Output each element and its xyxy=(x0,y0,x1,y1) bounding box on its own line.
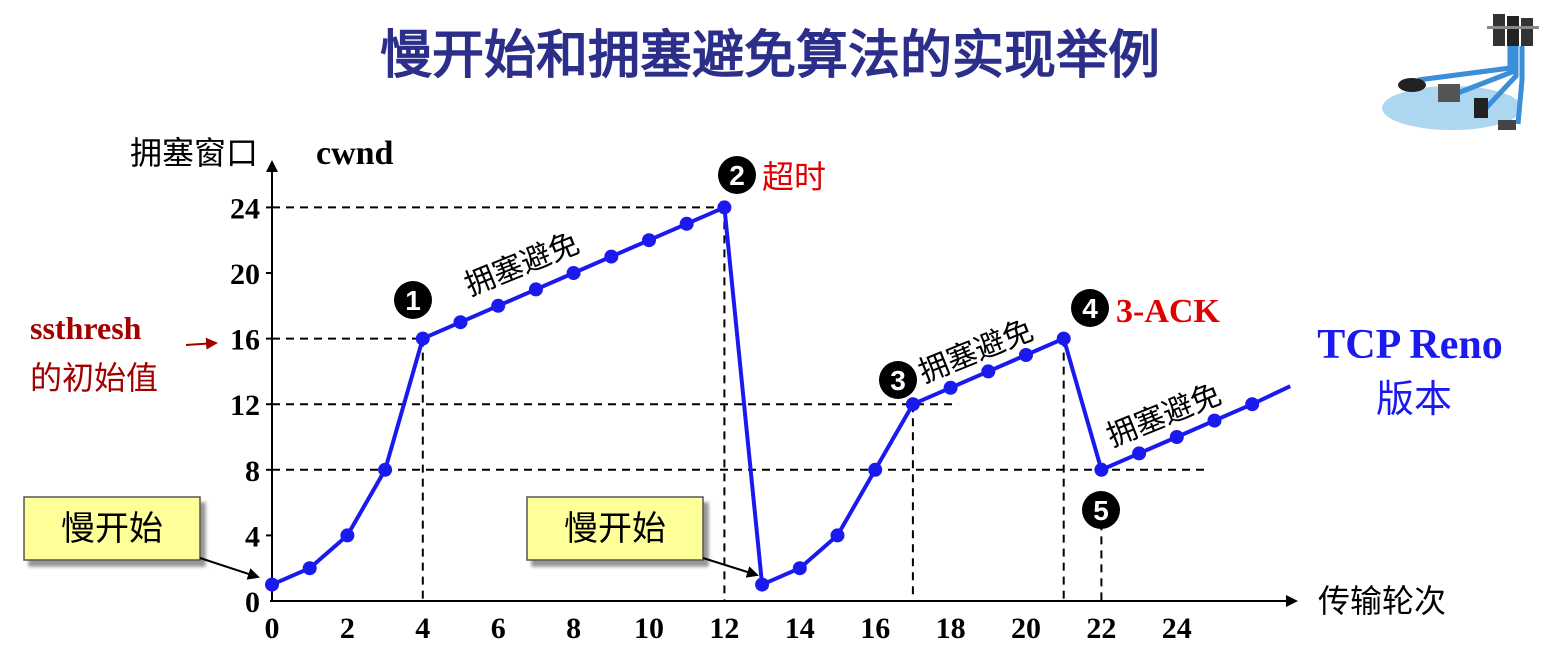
event-marker-5 xyxy=(1082,491,1120,529)
event-marker-3 xyxy=(879,361,917,399)
ssthresh-arrow xyxy=(185,337,218,350)
data-point xyxy=(415,331,430,346)
phase-label-congestion-avoidance-1: 拥塞避免 xyxy=(460,226,584,303)
x-tick-label: 0 xyxy=(265,612,280,645)
x-tick-label: 20 xyxy=(1011,612,1041,645)
y-tick-label: 20 xyxy=(230,258,260,291)
series-line xyxy=(271,205,1292,587)
data-point xyxy=(453,315,468,330)
data-point xyxy=(1056,331,1071,346)
y-tick-label: 0 xyxy=(245,586,260,619)
data-point xyxy=(830,528,845,543)
x-tick-label: 2 xyxy=(340,612,355,645)
event-marker-number: 4 xyxy=(1082,293,1098,324)
data-point xyxy=(1132,446,1147,461)
event-marker-number: 2 xyxy=(729,160,745,191)
data-point xyxy=(1207,413,1222,428)
data-point xyxy=(717,200,732,215)
event-marker-number: 1 xyxy=(405,285,421,316)
event-marker-2 xyxy=(718,156,756,194)
y-tick-label: 24 xyxy=(230,192,260,225)
y-tick-label: 4 xyxy=(245,520,260,553)
x-tick-label: 12 xyxy=(709,612,739,645)
data-point xyxy=(642,233,656,248)
x-tick-label: 4 xyxy=(415,612,430,645)
data-point xyxy=(491,298,506,313)
data-point xyxy=(792,561,807,576)
event-marker-number: 3 xyxy=(890,365,906,396)
y-tick-label: 8 xyxy=(245,455,260,488)
reno-version-label: 版本 xyxy=(1376,377,1452,421)
x-tick-label: 14 xyxy=(785,612,815,645)
slow-start-pointer-2 xyxy=(702,557,759,578)
x-ticks: 0 2 4 6 8 10 12 14 16 18 20 22 24 xyxy=(265,612,1192,645)
data-point xyxy=(340,528,355,543)
x-tick-label: 22 xyxy=(1086,612,1116,645)
slow-start-box-1: 慢开始 xyxy=(23,496,201,561)
page-title: 慢开始和拥塞避免算法的实现举例 xyxy=(380,26,1160,86)
data-point xyxy=(604,249,619,264)
y-tick-label: 12 xyxy=(230,389,260,422)
event-marker-1 xyxy=(394,281,432,319)
y-ticks: 0 4 8 12 16 20 24 xyxy=(230,192,272,619)
data-point xyxy=(679,216,694,231)
data-point xyxy=(943,380,958,395)
x-tick-label: 24 xyxy=(1162,612,1192,645)
reno-label: TCP Reno xyxy=(1317,322,1503,368)
slow-start-box-2: 慢开始 xyxy=(526,496,704,561)
data-point xyxy=(566,266,581,280)
data-point xyxy=(868,462,883,477)
x-tick-label: 8 xyxy=(566,612,581,645)
data-point xyxy=(755,577,770,592)
y-tick-label: 16 xyxy=(230,324,260,357)
three-ack-label: 3-ACK xyxy=(1116,293,1220,330)
slow-start-label-2: 慢开始 xyxy=(564,509,666,549)
x-tick-label: 16 xyxy=(860,612,890,645)
data-point xyxy=(528,282,543,297)
ssthresh-initial-label: 的初始值 xyxy=(30,360,158,396)
data-point xyxy=(265,577,279,592)
data-point xyxy=(1019,348,1033,362)
data-point xyxy=(1094,462,1109,477)
x-tick-label: 6 xyxy=(491,612,506,645)
x-tick-label: 18 xyxy=(936,612,966,645)
y-axis-label-cn: 拥塞窗口 xyxy=(130,135,258,171)
y-axis-label-en: cwnd xyxy=(316,135,394,172)
data-point xyxy=(905,397,920,412)
event-marker-4 xyxy=(1071,289,1109,327)
timeout-label: 超时 xyxy=(762,158,826,196)
data-point xyxy=(302,561,317,576)
data-point xyxy=(981,364,996,379)
guide-lines xyxy=(272,206,1207,601)
ssthresh-label: ssthresh xyxy=(30,310,142,346)
slow-start-pointer-1 xyxy=(199,557,260,580)
event-markers: 1 2 3 4 5 xyxy=(394,156,1120,529)
event-marker-number: 5 xyxy=(1093,495,1109,526)
x-tick-label: 10 xyxy=(634,612,664,645)
slow-start-label-1: 慢开始 xyxy=(61,509,163,549)
data-point xyxy=(1245,397,1260,412)
data-point xyxy=(378,462,393,477)
series-tcp-reno xyxy=(265,200,1292,592)
network-servers-icon xyxy=(1382,14,1539,130)
x-axis-label: 传输轮次 xyxy=(1318,583,1446,619)
data-point xyxy=(1169,430,1184,444)
